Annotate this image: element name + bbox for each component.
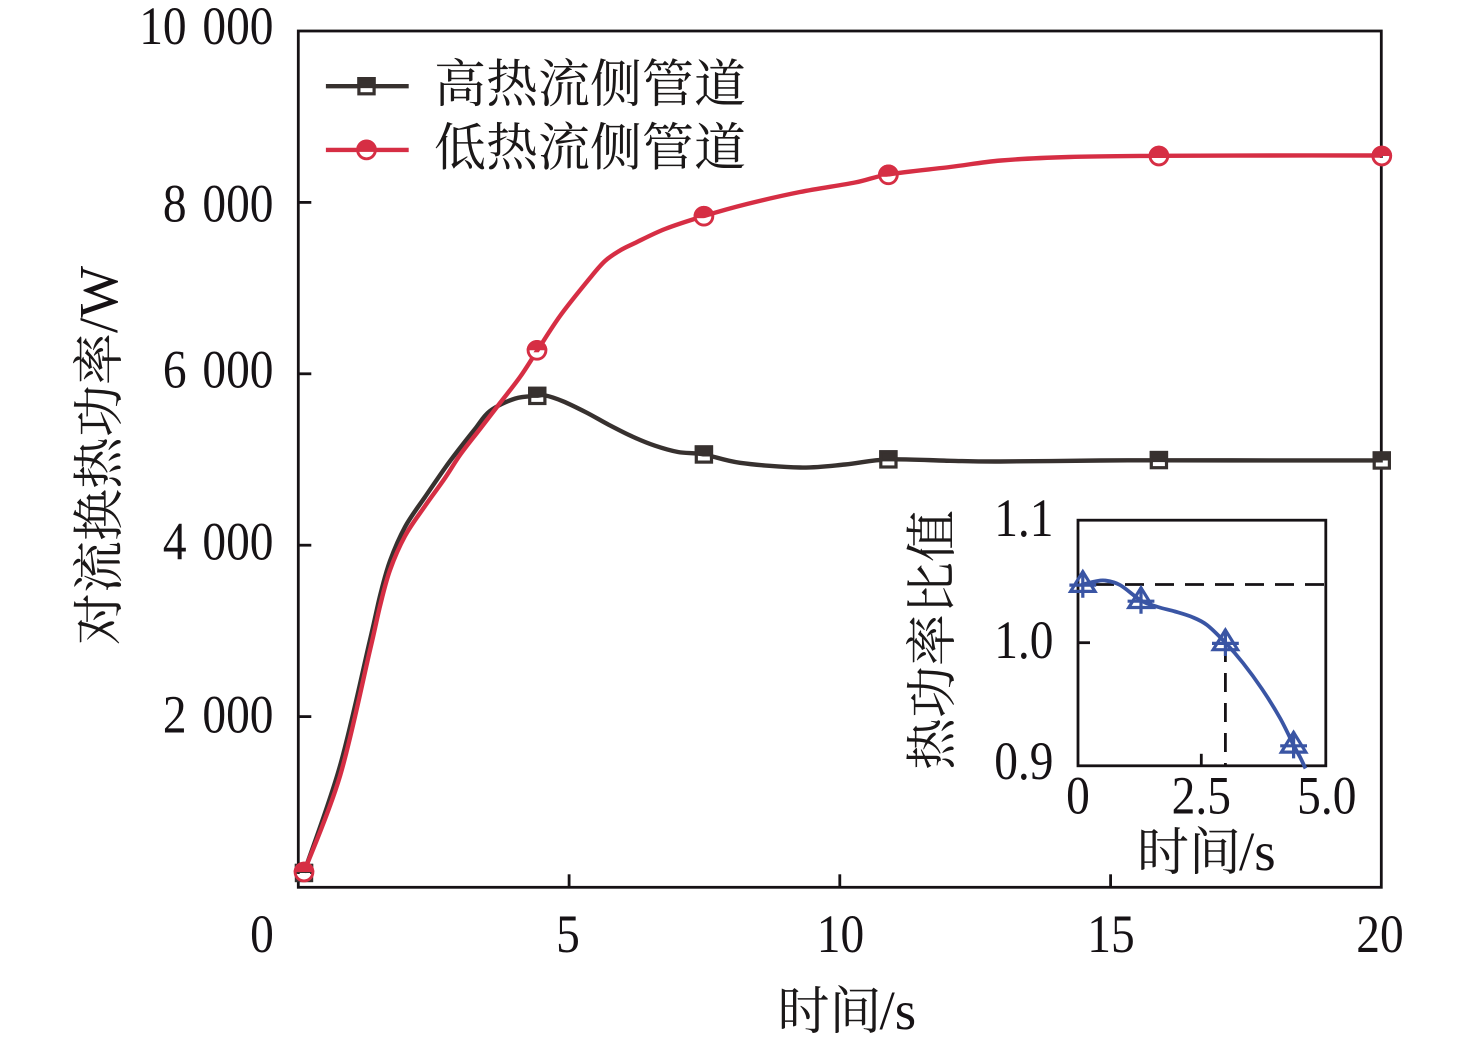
svg-text:20: 20 [1356,904,1403,965]
svg-text:5.0: 5.0 [1297,765,1356,826]
svg-text:/s: /s [1239,821,1276,882]
svg-text:1.1: 1.1 [994,488,1053,549]
svg-text:0.9: 0.9 [994,731,1053,792]
svg-text:1.0: 1.0 [994,610,1053,671]
svg-text:/s: /s [880,980,917,1041]
svg-text:10: 10 [817,904,864,965]
svg-text:5: 5 [556,904,580,965]
svg-text:10 000: 10 000 [139,0,273,57]
svg-text:2 000: 2 000 [163,685,274,746]
svg-text:2.5: 2.5 [1172,765,1231,826]
svg-text:8 000: 8 000 [163,173,274,234]
svg-text:15: 15 [1087,904,1134,965]
svg-text:6 000: 6 000 [163,339,274,400]
svg-text:0: 0 [250,904,274,965]
svg-text:4 000: 4 000 [163,512,274,573]
svg-text:/W: /W [68,266,129,333]
svg-text:0: 0 [1066,765,1090,826]
